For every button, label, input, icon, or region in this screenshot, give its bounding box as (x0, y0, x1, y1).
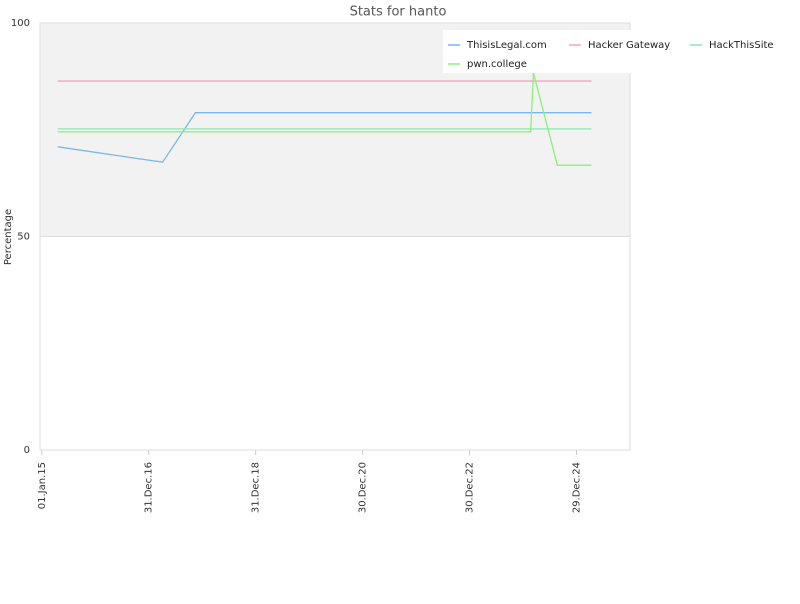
legend-label: HackThisSite (709, 40, 774, 51)
y-axis-title: Percentage (3, 209, 14, 265)
y-tick-label: 100 (11, 18, 30, 29)
y-tick-label: 0 (24, 445, 30, 456)
line (57, 112, 592, 163)
legend-label: ThisisLegal.com (466, 40, 547, 51)
x-tick-label: 30.Dec.22 (465, 462, 476, 513)
legend-box (443, 30, 790, 73)
x-tick-label: 01.Jan.15 (37, 462, 48, 509)
x-tick-label: 31.Dec.18 (251, 462, 262, 513)
y-tick-label: 50 (17, 232, 30, 243)
legend-label: pwn.college (467, 59, 527, 70)
x-tick-label: 30.Dec.20 (358, 462, 369, 513)
x-tick-label: 29.Dec.24 (572, 462, 583, 513)
x-tick-label: 31.Dec.16 (144, 462, 155, 513)
legend-label: Hacker Gateway (588, 40, 670, 51)
chart-title: Stats for hanto (350, 5, 447, 20)
